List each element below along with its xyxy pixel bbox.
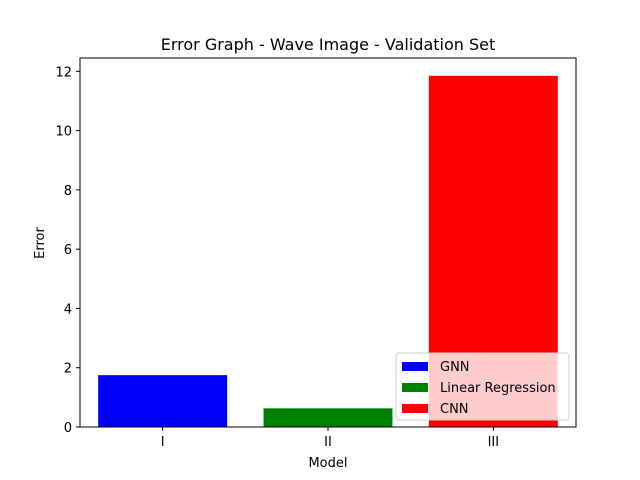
y-axis-label: Error	[33, 227, 48, 259]
bar-I	[98, 375, 228, 427]
y-tick-label: 8	[64, 184, 72, 199]
legend-swatch	[402, 404, 428, 413]
x-tick-label: III	[488, 435, 500, 450]
chart-title: Error Graph - Wave Image - Validation Se…	[161, 35, 496, 54]
legend-label: CNN	[440, 402, 469, 417]
legend-box	[395, 352, 570, 421]
y-tick-label: 0	[64, 421, 72, 436]
legend-label: GNN	[440, 360, 470, 375]
legend-swatch	[402, 383, 428, 392]
y-tick-label: 2	[64, 362, 72, 377]
y-tick-label: 6	[64, 243, 72, 258]
legend-label: Linear Regression	[440, 381, 556, 396]
y-tick-label: 12	[55, 65, 72, 80]
bar-II	[263, 408, 393, 427]
legend: GNN Linear Regression CNN	[395, 352, 570, 421]
y-tick-label: 10	[55, 125, 72, 140]
legend-swatch	[402, 362, 428, 371]
x-axis: I II III	[161, 427, 499, 450]
y-axis: 0 2 4 6 8 10 12	[55, 65, 80, 436]
x-axis-label: Model	[308, 456, 347, 471]
x-tick-label: I	[161, 435, 165, 450]
x-tick-label: II	[324, 435, 332, 450]
y-tick-label: 4	[64, 302, 72, 317]
